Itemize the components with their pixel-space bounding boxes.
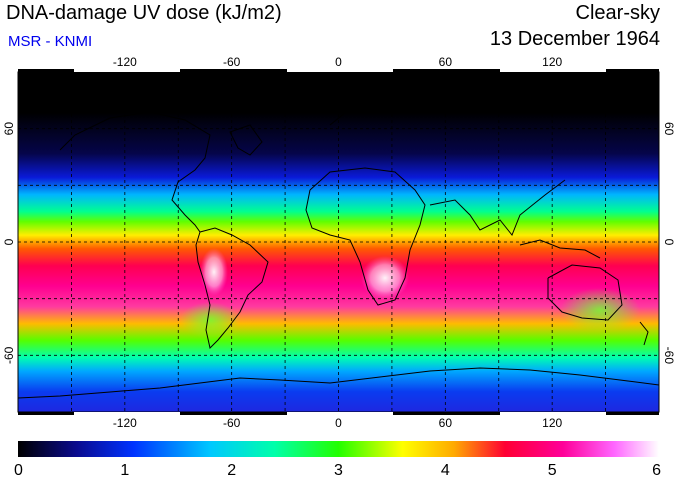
lon-tick-label: 120 (542, 55, 562, 69)
colorbar-tick-label: 5 (548, 462, 557, 479)
map-title: DNA-damage UV dose (kJ/m2) (6, 2, 282, 24)
map-border-bands (18, 69, 659, 415)
longitude-labels: -120 -120 -60 -60 0 0 60 60 120 120 (113, 55, 563, 430)
colorbar-tick-label: 6 (652, 462, 661, 479)
lat-tick-label: 60 (2, 122, 16, 136)
lat-tick-label: 60 (662, 122, 676, 136)
lon-tick-label: -60 (223, 416, 241, 430)
lat-tick-label: -60 (662, 347, 676, 365)
colorbar-labels: 0 1 2 3 4 5 6 (14, 462, 661, 479)
date-label: 13 December 1964 (489, 28, 660, 50)
lon-tick-label: 60 (439, 55, 453, 69)
lat-tick-label: -60 (2, 346, 16, 364)
lon-tick-label: 60 (439, 416, 453, 430)
lon-tick-label: 120 (542, 416, 562, 430)
graticule (18, 72, 659, 412)
coastlines (18, 87, 659, 399)
latitude-labels: 60 60 0 0 -60 -60 (2, 122, 676, 365)
credit-label: MSR - KNMI (8, 33, 93, 50)
product-label: Clear-sky (575, 2, 660, 24)
colorbar-tick-label: 0 (14, 462, 23, 479)
colorbar-tick-label: 1 (120, 462, 129, 479)
colorbar-tick-label: 3 (334, 462, 343, 479)
lon-tick-label: 0 (335, 416, 342, 430)
lon-tick-label: -120 (113, 416, 137, 430)
colorbar-tick-label: 4 (441, 462, 450, 479)
lon-tick-label: 0 (335, 55, 342, 69)
lat-tick-label: 0 (662, 239, 676, 246)
colorbar-tick-label: 2 (227, 462, 236, 479)
lon-tick-label: -120 (113, 55, 137, 69)
lat-tick-label: 0 (2, 238, 16, 245)
lon-tick-label: -60 (223, 55, 241, 69)
colorbar (18, 441, 659, 457)
